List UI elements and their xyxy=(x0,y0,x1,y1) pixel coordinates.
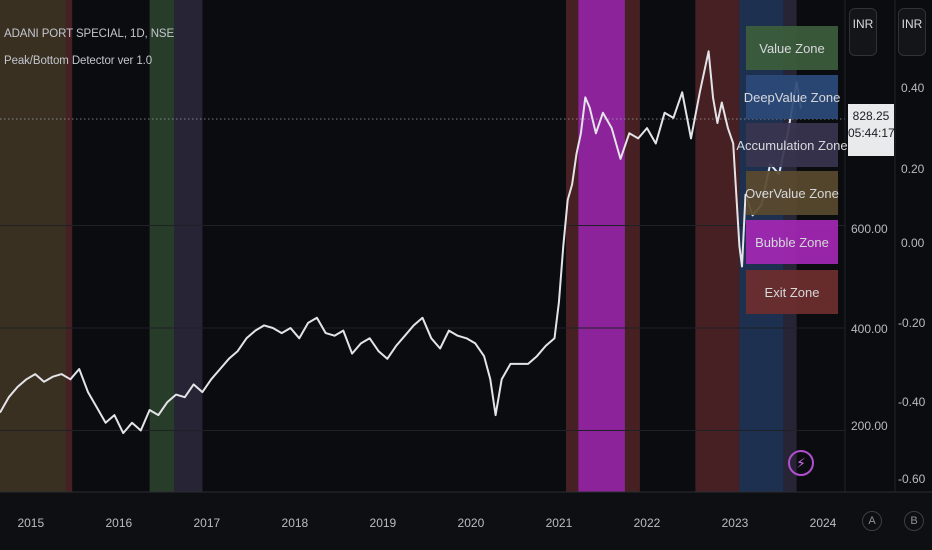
time-axis-ticks: 2015 2016 2017 2018 2019 2020 2021 2022 2023 2024 xyxy=(17,516,836,530)
x-tick-2018: 2018 xyxy=(282,516,309,530)
zone-band-4 xyxy=(565,0,579,492)
zone-band-1 xyxy=(66,0,73,492)
bar-countdown: 05:44:17 xyxy=(848,126,895,140)
last-price-value: 828.25 xyxy=(852,109,890,123)
price-tick-600: 600.00 xyxy=(851,222,888,236)
price-line xyxy=(0,50,802,435)
legend-item-3: OverValue Zone xyxy=(745,171,839,215)
indicator-name: Peak/Bottom Detector ver 1.0 xyxy=(4,55,153,67)
price-tick-400: 400.00 xyxy=(851,322,888,336)
x-tick-2016: 2016 xyxy=(105,516,132,530)
zone-band-7 xyxy=(695,0,740,492)
currency-right[interactable]: INR xyxy=(898,8,926,56)
x-tick-2021: 2021 xyxy=(546,516,573,530)
osc-tick-neg0.60: -0.60 xyxy=(898,472,926,486)
osc-tick-neg0.40: -0.40 xyxy=(898,395,926,409)
x-tick-2015: 2015 xyxy=(17,516,44,530)
legend-item-0: Value Zone xyxy=(746,26,838,70)
price-tick-200: 200.00 xyxy=(851,419,888,433)
zone-bands xyxy=(0,0,797,492)
zone-band-6 xyxy=(624,0,640,492)
scale-b-button[interactable]: B xyxy=(904,511,924,531)
osc-tick-0.40: 0.40 xyxy=(901,81,925,95)
zone-band-5 xyxy=(578,0,625,492)
x-tick-2017: 2017 xyxy=(193,516,220,530)
legend-item-1: DeepValue Zone xyxy=(744,75,840,119)
auto-scale-button[interactable]: A xyxy=(862,511,882,531)
x-tick-2022: 2022 xyxy=(634,516,661,530)
zone-band-3 xyxy=(174,0,203,492)
legend-item-5: Exit Zone xyxy=(746,270,838,314)
lightning-icon[interactable]: ⚡ xyxy=(788,450,814,476)
osc-tick-0.20: 0.20 xyxy=(901,162,925,176)
chart-title: ADANI PORT SPECIAL, 1D, NSE xyxy=(4,28,175,40)
currency-left[interactable]: INR xyxy=(849,8,877,56)
x-tick-2023: 2023 xyxy=(722,516,749,530)
x-tick-2019: 2019 xyxy=(370,516,397,530)
zone-band-0 xyxy=(0,0,67,492)
x-tick-2020: 2020 xyxy=(458,516,485,530)
legend-item-2: Accumulation Zone xyxy=(736,123,848,167)
zone-band-2 xyxy=(149,0,175,492)
osc-tick-0.00: 0.00 xyxy=(901,236,925,250)
time-axis-bg xyxy=(0,492,932,550)
osc-tick-neg0.20: -0.20 xyxy=(898,316,926,330)
legend-item-4: Bubble Zone xyxy=(746,220,838,264)
price-series xyxy=(0,50,802,435)
last-price-label: 828.25 05:44:17 xyxy=(848,104,895,156)
x-tick-2024: 2024 xyxy=(810,516,837,530)
